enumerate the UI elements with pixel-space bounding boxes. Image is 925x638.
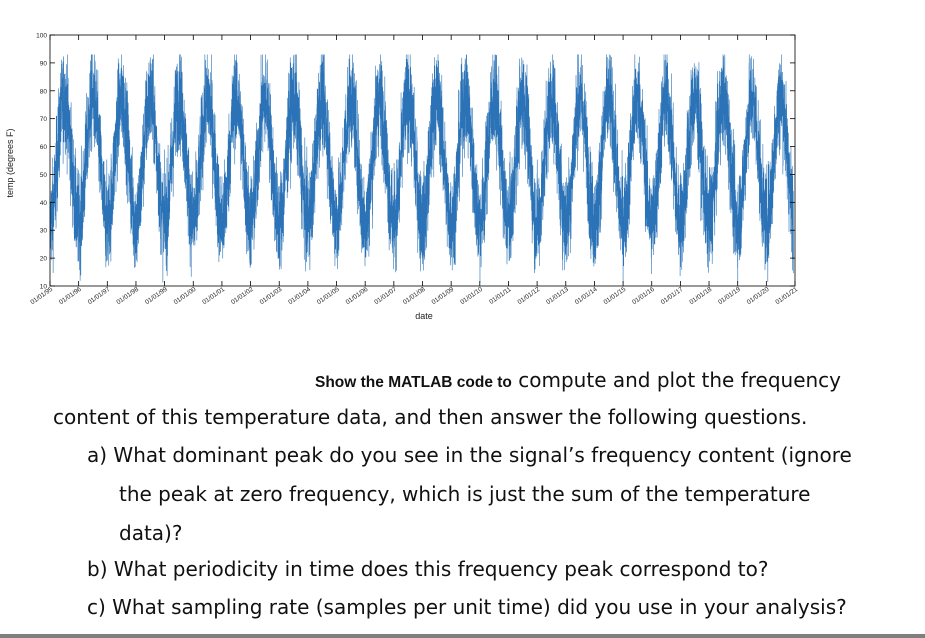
x-tick-label: 01/01/00 <box>173 286 198 306</box>
plot-area <box>49 54 794 284</box>
x-axis-label: date <box>415 311 433 321</box>
x-tick-label: 01/01/15 <box>602 286 627 306</box>
x-tick-label: 01/01/96 <box>58 286 83 306</box>
x-tick-label: 01/01/05 <box>316 286 341 306</box>
y-tick-label: 40 <box>40 200 48 207</box>
x-tick-label: 01/01/98 <box>115 286 140 306</box>
x-tick-label: 01/01/11 <box>488 286 513 306</box>
x-tick-label: 01/01/06 <box>345 286 370 306</box>
bottom-divider <box>0 634 925 638</box>
x-tick-label: 01/01/03 <box>259 286 284 306</box>
x-tick-label: 01/01/99 <box>144 286 169 306</box>
x-tick-label: 01/01/21 <box>774 286 799 306</box>
question-a-line-2: the peak at zero frequency, which is jus… <box>119 482 811 506</box>
y-tick-label: 90 <box>40 60 48 67</box>
x-tick-label: 01/01/02 <box>230 286 255 306</box>
question-intro-bold: Show the MATLAB code to <box>315 374 512 391</box>
x-tick-label: 01/01/17 <box>660 286 685 306</box>
question-b: b) What periodicity in time does this fr… <box>87 557 769 581</box>
x-tick-label: 01/01/16 <box>631 286 656 306</box>
y-tick-label: 60 <box>40 144 48 151</box>
y-tick-label: 30 <box>40 228 48 235</box>
x-tick-label: 01/01/97 <box>87 286 112 306</box>
x-tick-label: 01/01/18 <box>688 286 713 306</box>
x-tick-label: 01/01/14 <box>574 286 599 306</box>
y-tick-label: 80 <box>40 88 48 95</box>
question-intro-line-1: Show the MATLAB code to compute and plot… <box>315 368 841 392</box>
x-tick-label: 01/01/19 <box>717 286 742 306</box>
x-tick-label: 01/01/09 <box>431 286 456 306</box>
x-tick-label: 01/01/08 <box>402 286 427 306</box>
x-tick-label: 01/01/20 <box>746 286 771 306</box>
y-tick-label: 50 <box>40 172 48 179</box>
question-c: c) What sampling rate (samples per unit … <box>87 595 847 619</box>
x-tick-label: 01/01/10 <box>459 286 484 306</box>
question-a-line-1: a) What dominant peak do you see in the … <box>87 443 852 467</box>
y-axis-label: temp (degrees F) <box>5 128 15 197</box>
y-tick-label: 10 <box>40 284 48 291</box>
x-tick-label: 01/01/04 <box>287 286 312 306</box>
y-tick-label: 100 <box>36 33 47 40</box>
question-intro-rest: compute and plot the frequency <box>511 368 842 392</box>
question-a-line-3: data)? <box>119 521 183 545</box>
x-tick-label: 01/01/07 <box>373 286 398 306</box>
y-tick-label: 70 <box>40 116 48 123</box>
question-intro-line-2: content of this temperature data, and th… <box>53 405 808 429</box>
temperature-series-line <box>49 54 794 284</box>
y-tick-label: 20 <box>40 256 48 263</box>
x-tick-label: 01/01/13 <box>545 286 570 306</box>
x-tick-label: 01/01/01 <box>201 286 226 306</box>
x-tick-label: 01/01/12 <box>517 286 542 306</box>
